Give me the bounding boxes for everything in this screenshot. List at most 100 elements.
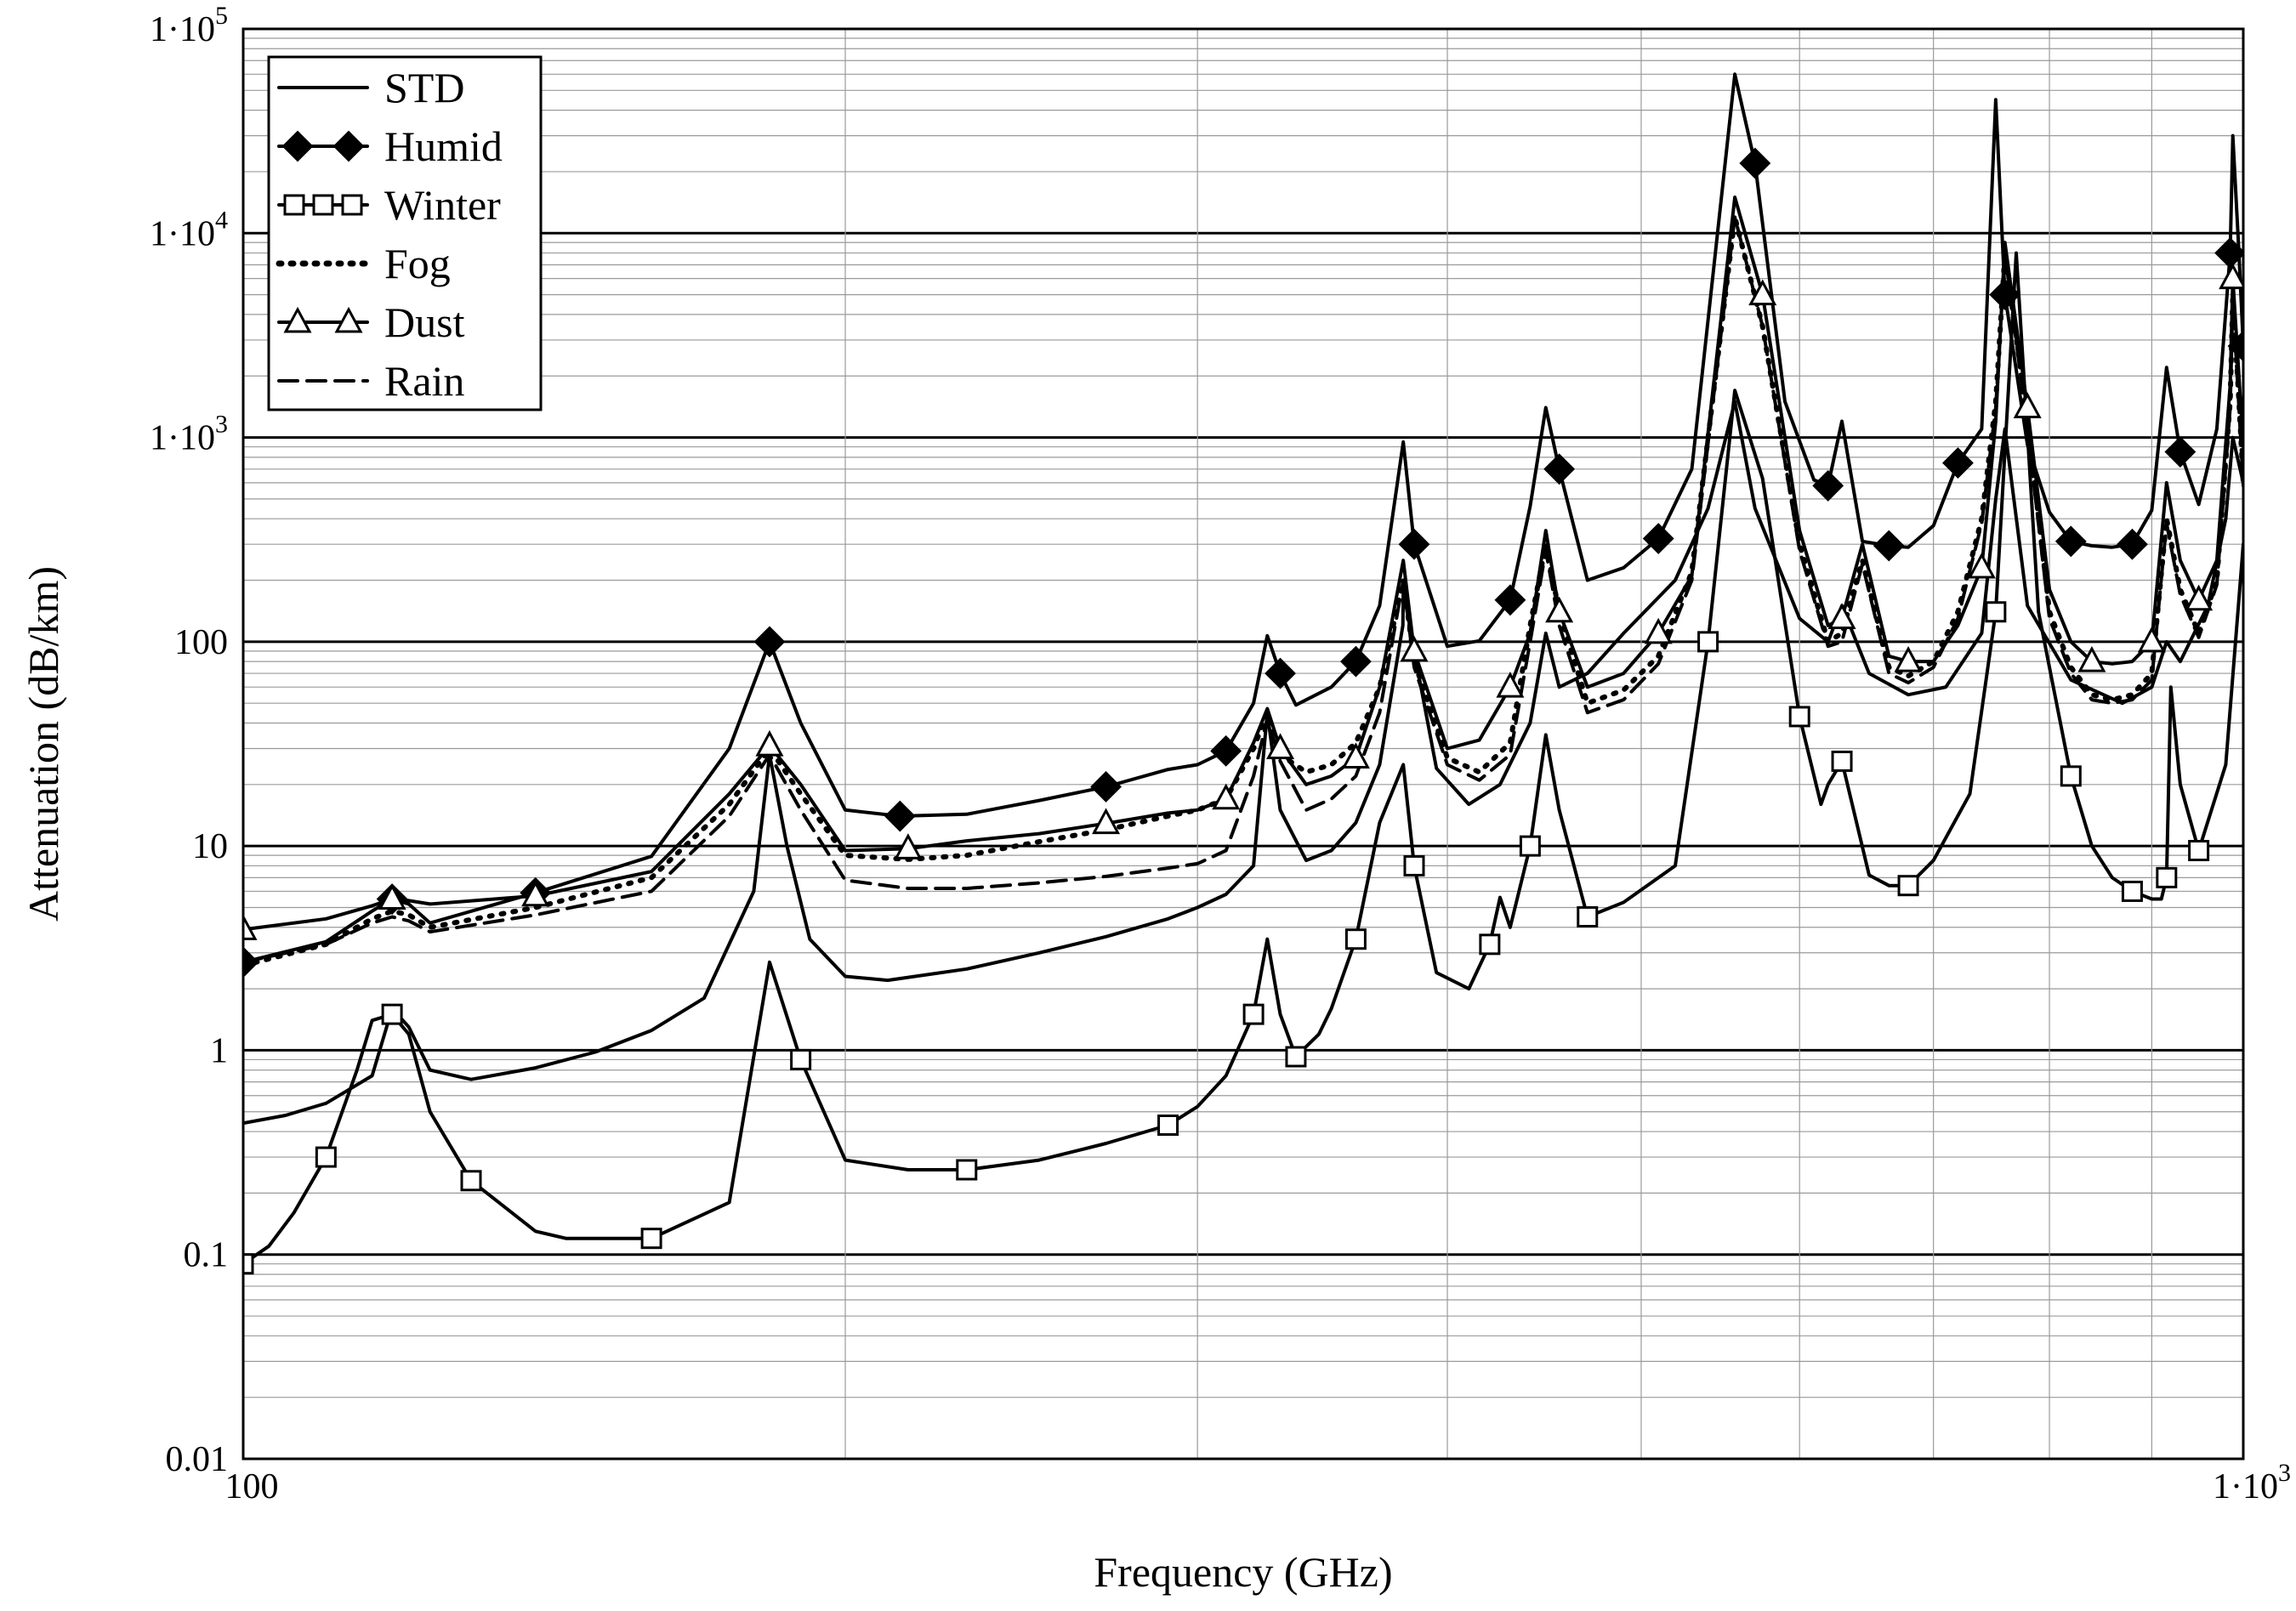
data-point-dust [1827, 603, 1856, 629]
data-point-humid [1398, 528, 1430, 560]
data-point-dust [1644, 617, 1673, 644]
legend-marker-winter [341, 194, 363, 216]
legend-marker-winter [283, 194, 305, 216]
data-point-humid [1210, 735, 1242, 767]
legend-marker-dust [283, 306, 312, 333]
data-point-winter [1788, 706, 1810, 728]
data-point-winter [243, 1253, 254, 1275]
data-point-winter [1285, 1046, 1307, 1068]
data-point-winter [460, 1170, 482, 1192]
data-point-winter [1242, 1003, 1265, 1025]
data-point-dust [1092, 808, 1121, 835]
legend-marker-dust [334, 306, 363, 333]
data-point-winter [640, 1228, 662, 1250]
data-point-dust [2077, 645, 2106, 672]
legend-marker-humid [281, 130, 314, 162]
data-point-humid [1812, 470, 1844, 502]
data-point-winter [2060, 765, 2082, 787]
series-line-rain [243, 215, 2243, 964]
y-tick-label: 0.1 [184, 1236, 229, 1275]
legend-marker-winter [312, 194, 334, 216]
data-point-dust [2013, 392, 2042, 418]
legend: STD Humid Winter Fog Dust Rain [267, 55, 543, 411]
legend-box [267, 55, 543, 411]
data-point-winter [1519, 835, 1541, 857]
data-point-dust [1341, 742, 1370, 769]
y-axis-title: Attenuation (dB/km) [20, 566, 67, 922]
data-point-dust [894, 833, 923, 859]
y-tick-label: 100 [174, 623, 228, 662]
data-point-winter [315, 1146, 337, 1168]
data-point-winter [2156, 866, 2178, 888]
y-tick-label: 10 [192, 827, 228, 866]
data-point-winter [381, 1003, 403, 1025]
data-point-humid [2227, 330, 2243, 362]
data-point-winter [1157, 1115, 1179, 1137]
data-point-winter [1344, 928, 1367, 950]
x-tick-label: 1·103 [2213, 1459, 2291, 1506]
data-point-winter [1831, 750, 1853, 772]
data-point-dust [2137, 626, 2166, 653]
data-point-humid [1642, 523, 1674, 554]
data-point-dust [755, 729, 784, 757]
x-tick-label: 100 [225, 1467, 279, 1506]
data-point-dust [1967, 552, 1996, 579]
data-point-dust [1748, 279, 1777, 306]
data-point-winter [1577, 905, 1599, 927]
data-point-dust [378, 883, 406, 910]
tick-labels: 0.01 0.1 1 10 100 1·103 1·104 1·105 100 1·103 [150, 2, 2291, 1506]
data-point-humid [2214, 237, 2243, 269]
legend-label-fog: Fog [384, 240, 451, 287]
legend-label-std: STD [384, 64, 464, 111]
data-point-winter [790, 1048, 812, 1070]
data-point-humid [1942, 447, 1974, 479]
data-point-humid [1543, 453, 1576, 485]
y-tick-label: 1·105 [150, 2, 228, 49]
data-point-humid [1739, 147, 1771, 179]
x-axis-title: Frequency (GHz) [1094, 1548, 1392, 1596]
marker-layer [243, 147, 2243, 1275]
data-point-winter [1697, 631, 1719, 653]
data-point-dust [243, 914, 258, 940]
legend-label-humid: Humid [384, 122, 503, 170]
data-point-dust [1545, 596, 1574, 623]
data-point-winter [1985, 601, 2007, 623]
data-point-humid [1494, 584, 1526, 616]
data-point-humid [1340, 645, 1372, 678]
data-point-humid [1265, 657, 1296, 689]
data-point-humid [1873, 530, 1905, 562]
grid [243, 29, 2243, 1459]
data-point-humid [2117, 528, 2148, 560]
series-line-fog [243, 214, 2243, 968]
y-tick-label: 0.01 [166, 1440, 229, 1479]
data-point-dust [521, 880, 550, 907]
legend-marker-humid [332, 130, 365, 162]
data-point-winter [2121, 880, 2143, 902]
data-point-winter [2188, 839, 2210, 861]
legend-label-winter: Winter [384, 181, 501, 229]
data-point-dust [1400, 635, 1429, 662]
y-tick-label: 1 [210, 1031, 228, 1070]
data-point-winter [1403, 854, 1425, 876]
legend-label-rain: Rain [384, 357, 464, 405]
data-point-humid [884, 800, 916, 832]
plot-frame [242, 27, 2245, 1461]
data-point-winter [1479, 933, 1501, 956]
y-tick-label: 1·103 [150, 411, 228, 458]
data-point-dust [1496, 672, 1525, 698]
data-point-dust [1212, 783, 1241, 810]
data-point-humid [753, 626, 786, 658]
data-point-humid [243, 946, 259, 979]
data-point-dust [1894, 645, 1923, 672]
data-point-humid [1989, 279, 2021, 311]
data-point-humid [2054, 525, 2087, 558]
data-point-winter [1897, 875, 1919, 897]
data-point-winter [956, 1159, 978, 1181]
data-point-dust [2219, 263, 2243, 290]
data-point-humid [1090, 771, 1122, 803]
legend-label-dust: Dust [384, 298, 465, 346]
series-line-winter [243, 251, 2243, 1266]
y-tick-label: 1·104 [150, 206, 228, 253]
